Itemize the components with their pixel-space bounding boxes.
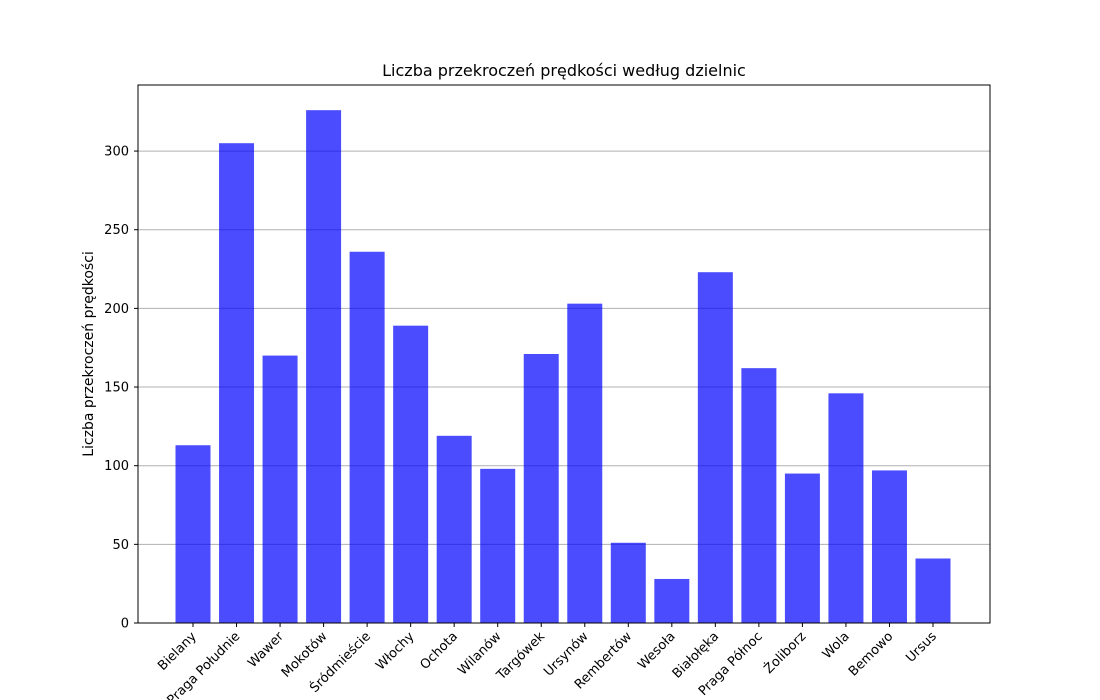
x-tick-label: Wola [820, 629, 853, 662]
y-tick-label: 300 [104, 145, 129, 160]
bar [871, 470, 907, 623]
bar [784, 473, 820, 623]
bar [393, 325, 429, 623]
y-tick-label: 0 [121, 617, 129, 632]
y-tick-label: 250 [104, 223, 129, 238]
y-axis-label: Liczba przekroczeń prędkości [81, 251, 97, 457]
bar [349, 251, 385, 623]
x-tick-label: Żoliborz [761, 628, 810, 677]
x-tick-label: Wesoła [635, 629, 678, 672]
y-axis-ticks: 0 50 100 150 200 250 300 [104, 145, 138, 632]
x-tick-label: Włochy [373, 629, 417, 673]
plot-frame [137, 84, 991, 624]
bar [480, 468, 516, 623]
bar [697, 272, 733, 623]
y-tick-label: 150 [104, 381, 129, 396]
x-tick-label: Bielany [155, 629, 200, 674]
x-tick-label: Wawer [245, 629, 287, 671]
bar [567, 303, 603, 623]
bar [828, 393, 864, 623]
bar [306, 110, 342, 623]
bar [915, 558, 951, 623]
x-tick-label: Bemowo [846, 629, 896, 679]
y-tick-label: 100 [104, 459, 129, 474]
x-tick-label: Praga Południe [164, 629, 243, 700]
x-tick-label: Ursus [903, 629, 940, 666]
bar [219, 143, 255, 623]
bar [741, 368, 777, 623]
y-tick-label: 200 [104, 302, 129, 317]
bar [610, 542, 646, 623]
bar [175, 445, 211, 623]
bar [654, 578, 690, 623]
bar [262, 355, 298, 623]
bar [523, 354, 559, 623]
x-tick-label: Ochota [417, 629, 461, 673]
y-tick-label: 50 [112, 538, 129, 553]
chart-title: Liczba przekroczeń prędkości według dzie… [382, 61, 746, 80]
bars [175, 110, 951, 623]
bar [436, 435, 472, 623]
